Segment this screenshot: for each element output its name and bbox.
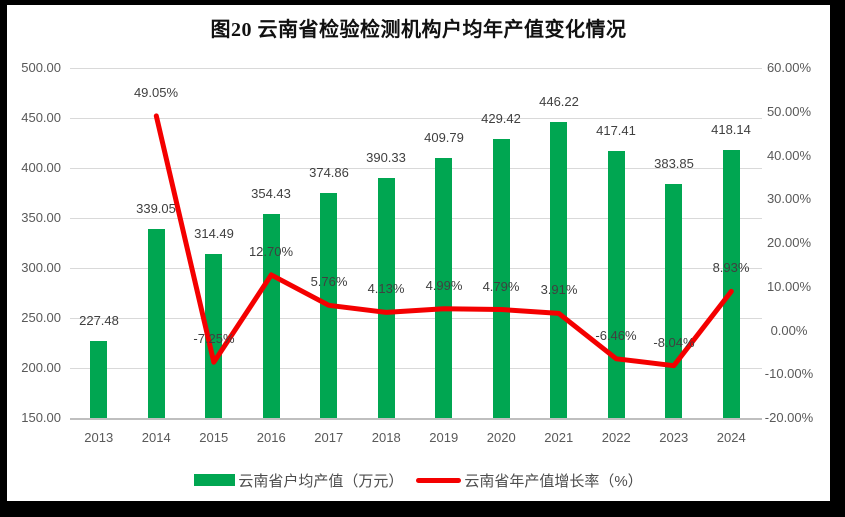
bar xyxy=(320,193,337,418)
bar-value-label: 390.33 xyxy=(366,150,406,165)
line-value-label: -6.46% xyxy=(595,328,637,343)
x-axis-tick-label: 2021 xyxy=(544,430,574,445)
y-axis-right-tick-label: 10.00% xyxy=(766,279,812,294)
gridline xyxy=(70,218,762,219)
gridline xyxy=(70,68,762,69)
gridline xyxy=(70,118,762,119)
x-axis-tick-label: 2024 xyxy=(716,430,746,445)
x-axis-tick-label: 2015 xyxy=(199,430,229,445)
legend-swatch-line-series xyxy=(416,477,462,483)
bar-value-label: 227.48 xyxy=(79,313,119,328)
y-axis-right-tick-label: 20.00% xyxy=(766,235,812,250)
x-axis-tick-label: 2014 xyxy=(141,430,171,445)
line-value-label: 4.13% xyxy=(367,281,405,296)
x-axis-tick-label: 2013 xyxy=(84,430,114,445)
chart: 图20 云南省检验检测机构户均年产值变化情况 云南省户均产值（万元） 云南省年产… xyxy=(7,5,830,501)
x-axis-tick-label: 2016 xyxy=(256,430,286,445)
bar-value-label: 339.05 xyxy=(136,201,176,216)
y-axis-right-tick-label: 60.00% xyxy=(766,60,812,75)
chart-title: 图20 云南省检验检测机构户均年产值变化情况 xyxy=(210,19,627,41)
line-value-label: 4.79% xyxy=(482,279,520,294)
legend: 云南省户均产值（万元） 云南省年产值增长率（%） xyxy=(7,470,830,490)
y-axis-right-tick-label: 50.00% xyxy=(766,104,812,119)
x-axis-tick-label: 2020 xyxy=(486,430,516,445)
y-axis-left-tick-label: 250.00 xyxy=(21,310,61,325)
bar-value-label: 314.49 xyxy=(194,226,234,241)
bar xyxy=(665,184,682,418)
bar xyxy=(723,150,740,418)
line-value-label: 3.91% xyxy=(540,282,578,297)
y-axis-left-tick-label: 450.00 xyxy=(21,110,61,125)
y-axis-left-tick-label: 200.00 xyxy=(21,360,61,375)
y-axis-left-tick-label: 400.00 xyxy=(21,160,61,175)
bar-value-label: 374.86 xyxy=(309,165,349,180)
x-axis-tick-label: 2022 xyxy=(601,430,631,445)
bar-value-label: 383.85 xyxy=(654,156,694,171)
line-series xyxy=(153,113,734,369)
bar-value-label: 417.41 xyxy=(596,123,636,138)
bar xyxy=(90,341,107,418)
y-axis-left-tick-label: 350.00 xyxy=(21,210,61,225)
bar xyxy=(148,229,165,418)
bar-value-label: 418.14 xyxy=(711,122,751,137)
bar-value-label: 354.43 xyxy=(251,186,291,201)
line-value-label: 12.70% xyxy=(248,244,294,259)
gridline xyxy=(70,318,762,319)
y-axis-right-tick-label: -10.00% xyxy=(764,366,814,381)
y-axis-right-tick-label: -20.00% xyxy=(764,410,814,425)
x-axis-line xyxy=(70,418,762,420)
bar xyxy=(608,151,625,418)
x-axis-tick-label: 2019 xyxy=(429,430,459,445)
line-value-label: 4.99% xyxy=(425,278,463,293)
line-value-label: -7.25% xyxy=(193,331,235,346)
gridline xyxy=(70,268,762,269)
x-axis-tick-label: 2017 xyxy=(314,430,344,445)
x-axis-tick-label: 2018 xyxy=(371,430,401,445)
bar-value-label: 409.79 xyxy=(424,130,464,145)
y-axis-right-tick-label: 30.00% xyxy=(766,191,812,206)
line-value-label: 49.05% xyxy=(133,85,179,100)
y-axis-right-tick-label: 0.00% xyxy=(770,323,808,338)
y-axis-left-tick-label: 150.00 xyxy=(21,410,61,425)
y-axis-left-tick-label: 300.00 xyxy=(21,260,61,275)
bar-value-label: 446.22 xyxy=(539,94,579,109)
line-value-label: 8.93% xyxy=(712,260,750,275)
legend-label-bar-series: 云南省户均产值（万元） xyxy=(238,472,404,490)
line-value-label: -8.04% xyxy=(653,335,695,350)
bar xyxy=(378,178,395,418)
x-axis-tick-label: 2023 xyxy=(659,430,689,445)
y-axis-right-tick-label: 40.00% xyxy=(766,148,812,163)
legend-swatch-bar-series xyxy=(194,474,236,486)
legend-label-line-series: 云南省年产值增长率（%） xyxy=(464,472,643,490)
gridline xyxy=(70,368,762,369)
bar-value-label: 429.42 xyxy=(481,111,521,126)
bar xyxy=(550,122,567,418)
line-value-label: 5.76% xyxy=(310,274,348,289)
y-axis-left-tick-label: 500.00 xyxy=(21,60,61,75)
